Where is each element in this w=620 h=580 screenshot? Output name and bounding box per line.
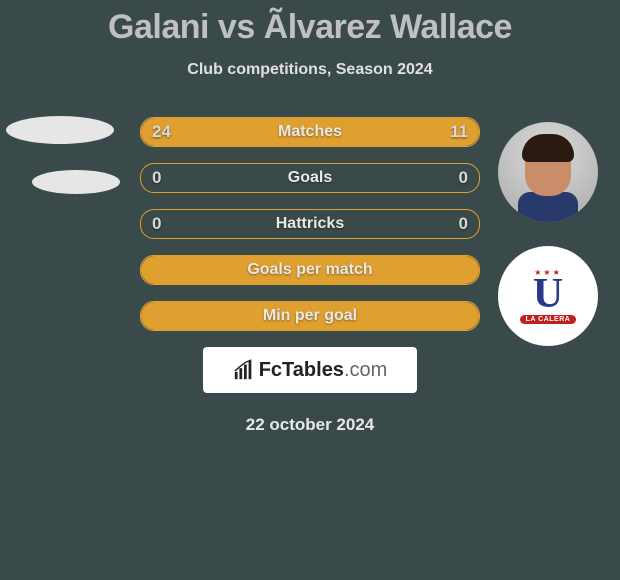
brand-logo[interactable]: FcTables.com (203, 347, 417, 393)
snapshot-date: 22 october 2024 (0, 415, 620, 435)
brand-name: FcTables.com (259, 359, 388, 382)
page-title: Galani vs Ãlvarez Wallace (0, 0, 620, 47)
stat-value-right: 0 (459, 209, 468, 239)
stat-value-left: 0 (152, 209, 161, 239)
stat-bar (140, 163, 480, 193)
stat-value-right: 0 (459, 163, 468, 193)
stat-row: Goals00 (0, 163, 620, 193)
stat-row: Min per goal (0, 301, 620, 331)
stat-bar (140, 255, 480, 285)
stat-bar-fill (141, 256, 479, 284)
stat-bar (140, 117, 480, 147)
stat-value-left: 24 (152, 117, 171, 147)
stat-row: Hattricks00 (0, 209, 620, 239)
stat-bar-left-fill (141, 118, 364, 146)
stat-bar (140, 301, 480, 331)
stat-row: Matches2411 (0, 117, 620, 147)
stat-value-right: 11 (450, 117, 468, 147)
bar-chart-icon (233, 359, 255, 381)
stat-value-left: 0 (152, 163, 161, 193)
stat-row: Goals per match (0, 255, 620, 285)
stat-bar (140, 209, 480, 239)
stat-bar-fill (141, 302, 479, 330)
page-subtitle: Club competitions, Season 2024 (0, 61, 620, 79)
stats-comparison: Matches2411Goals00Hattricks00Goals per m… (0, 117, 620, 331)
